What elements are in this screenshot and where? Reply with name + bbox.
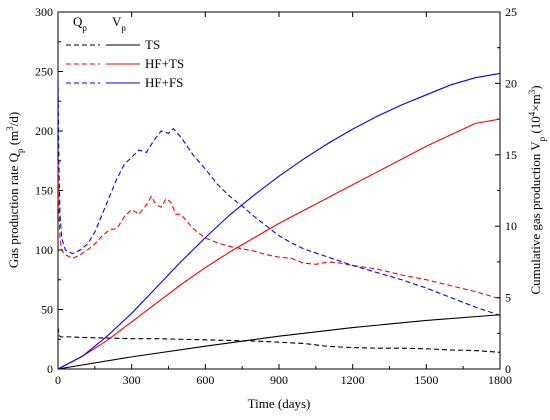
- x-axis-title: Time (days): [248, 396, 311, 411]
- x-tick-label: 300: [123, 373, 141, 387]
- series-lines: [57, 71, 501, 370]
- x-tick-label: 1200: [341, 373, 365, 387]
- y-right-tick-label: 20: [505, 76, 517, 90]
- x-tick-label: 900: [270, 373, 288, 387]
- y-left-tick-label: 0: [47, 362, 53, 376]
- legend: Qp Vp TS HF+TS HF+FS: [66, 14, 184, 90]
- y-left-tick-label: 300: [35, 5, 53, 19]
- legend-entry-ts: TS: [145, 37, 160, 52]
- x-tick-label: 1500: [414, 373, 438, 387]
- x-tick-label: 0: [55, 373, 61, 387]
- y-right-tick-label: 15: [505, 148, 517, 162]
- series-hf-fs-qp: [57, 71, 501, 316]
- series-hf-fs-vp: [57, 72, 501, 370]
- legend-entry-hffs: HF+FS: [145, 75, 183, 90]
- legend-header-q: Qp: [73, 14, 87, 33]
- y-right-tick-label: 0: [505, 362, 511, 376]
- x-tick-label: 1800: [488, 373, 512, 387]
- y-left-tick-label: 250: [35, 65, 53, 79]
- y-axis-left-title: Gas production rate Qp (m3/d): [5, 112, 25, 268]
- x-tick-label: 600: [196, 373, 214, 387]
- legend-header-v: Vp: [112, 14, 126, 33]
- y-left-tick-label: 150: [35, 184, 53, 198]
- y-left-tick-label: 50: [41, 303, 53, 317]
- y-left-tick-label: 100: [35, 243, 53, 257]
- series-ts-vp: [57, 314, 501, 370]
- y-right-tick-label: 5: [505, 291, 511, 305]
- series-hf-ts-qp: [57, 160, 501, 300]
- axis-ticks: [57, 11, 501, 370]
- series-ts-qp: [57, 327, 501, 353]
- y-axis-right-title: Cumulative gas production Vp (104×m3): [527, 85, 547, 294]
- y-right-tick-label: 25: [505, 5, 517, 19]
- series-hf-ts-vp: [57, 118, 501, 370]
- y-right-tick-label: 10: [505, 219, 517, 233]
- axis-tick-labels: 0 300 600 900 1200 1500 1800050100150200250300…: [35, 5, 517, 387]
- y-left-tick-label: 200: [35, 124, 53, 138]
- legend-entry-hfts: HF+TS: [145, 56, 184, 71]
